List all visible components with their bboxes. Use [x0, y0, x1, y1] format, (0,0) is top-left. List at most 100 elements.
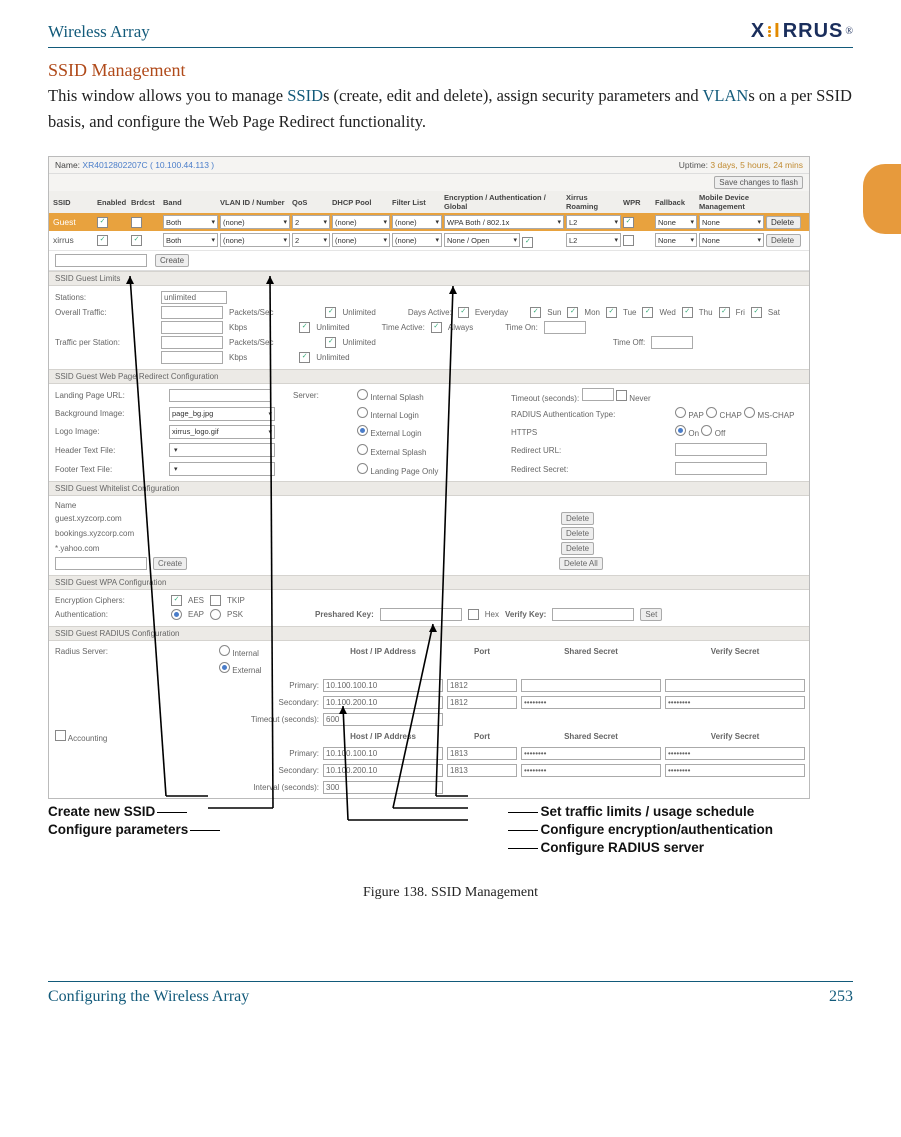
- secondary-verify-input[interactable]: ••••••••: [665, 696, 805, 709]
- brdcst-checkbox[interactable]: [131, 217, 142, 228]
- day-checkbox[interactable]: ✓: [751, 307, 762, 318]
- dhcp-select[interactable]: (none): [332, 233, 390, 247]
- primary-port-input[interactable]: 1812: [447, 679, 517, 692]
- https-radio[interactable]: [701, 425, 712, 436]
- time-off-input[interactable]: [651, 336, 693, 349]
- fallback-select[interactable]: None: [655, 215, 697, 229]
- landing-url-input[interactable]: [169, 389, 271, 402]
- primary-verify-input[interactable]: [665, 679, 805, 692]
- create-button[interactable]: Create: [155, 254, 189, 267]
- roam-select[interactable]: L2: [566, 215, 621, 229]
- logo-select[interactable]: xirrus_logo.gif: [169, 425, 275, 439]
- enabled-checkbox[interactable]: ✓: [97, 217, 108, 228]
- tps-pps-input[interactable]: [161, 336, 223, 349]
- roam-select[interactable]: L2: [566, 233, 621, 247]
- vlan-select[interactable]: (none): [220, 215, 290, 229]
- stations-input[interactable]: unlimited: [161, 291, 227, 304]
- wl-new-input[interactable]: [55, 557, 147, 570]
- acct-primary-verify-input[interactable]: ••••••••: [665, 747, 805, 760]
- https-radio[interactable]: [675, 425, 686, 436]
- overall-pps-input[interactable]: [161, 306, 223, 319]
- auth-radio[interactable]: [706, 407, 717, 418]
- bg-select[interactable]: page_bg.jpg: [169, 407, 275, 421]
- header-file-select[interactable]: [169, 443, 275, 457]
- unlimited-checkbox[interactable]: ✓: [325, 337, 336, 348]
- server-radio[interactable]: [357, 407, 368, 418]
- new-ssid-input[interactable]: [55, 254, 147, 267]
- delete-button[interactable]: Delete: [561, 542, 594, 555]
- acct-primary-host-input[interactable]: 10.100.100.10: [323, 747, 443, 760]
- day-checkbox[interactable]: ✓: [606, 307, 617, 318]
- server-radio[interactable]: [357, 389, 368, 400]
- filter-select[interactable]: (none): [392, 215, 442, 229]
- enc-select[interactable]: WPA Both / 802.1x: [444, 215, 564, 229]
- eap-radio[interactable]: [171, 609, 182, 620]
- acct-secondary-host-input[interactable]: 10.100.200.10: [323, 764, 443, 777]
- unlimited-checkbox[interactable]: ✓: [299, 322, 310, 333]
- interval-input[interactable]: 300: [323, 781, 443, 794]
- day-checkbox[interactable]: ✓: [530, 307, 541, 318]
- ssid-row-guest[interactable]: Guest ✓ Both (none) 2 (none) (none) WPA …: [49, 213, 809, 231]
- wpr-checkbox[interactable]: [623, 235, 634, 246]
- tps-kbps-input[interactable]: [161, 351, 223, 364]
- delete-all-button[interactable]: Delete All: [559, 557, 603, 570]
- band-select[interactable]: Both: [163, 215, 218, 229]
- day-checkbox[interactable]: ✓: [719, 307, 730, 318]
- create-button[interactable]: Create: [153, 557, 187, 570]
- delete-button[interactable]: Delete: [561, 527, 594, 540]
- secondary-host-input[interactable]: 10.100.200.10: [323, 696, 443, 709]
- acct-primary-secret-input[interactable]: ••••••••: [521, 747, 661, 760]
- redirect-secret-input[interactable]: [675, 462, 767, 475]
- delete-button[interactable]: Delete: [766, 234, 801, 247]
- day-checkbox[interactable]: ✓: [567, 307, 578, 318]
- hex-checkbox[interactable]: [468, 609, 479, 620]
- acct-secondary-secret-input[interactable]: ••••••••: [521, 764, 661, 777]
- psk-radio[interactable]: [210, 609, 221, 620]
- primary-host-input[interactable]: 10.100.100.10: [323, 679, 443, 692]
- psk-input[interactable]: [380, 608, 462, 621]
- aes-checkbox[interactable]: ✓: [171, 595, 182, 606]
- acct-secondary-verify-input[interactable]: ••••••••: [665, 764, 805, 777]
- time-on-input[interactable]: [544, 321, 586, 334]
- server-radio[interactable]: [357, 425, 368, 436]
- internal-radio[interactable]: [219, 645, 230, 656]
- secondary-secret-input[interactable]: ••••••••: [521, 696, 661, 709]
- brdcst-checkbox[interactable]: ✓: [131, 235, 142, 246]
- enabled-checkbox[interactable]: ✓: [97, 235, 108, 246]
- secondary-port-input[interactable]: 1812: [447, 696, 517, 709]
- always-checkbox[interactable]: ✓: [431, 322, 442, 333]
- server-radio[interactable]: [357, 444, 368, 455]
- unlimited-checkbox[interactable]: ✓: [299, 352, 310, 363]
- never-checkbox[interactable]: [616, 390, 627, 401]
- tkip-checkbox[interactable]: [210, 595, 221, 606]
- fallback-select[interactable]: None: [655, 233, 697, 247]
- enc-select[interactable]: None / Open: [444, 233, 520, 247]
- mdm-select[interactable]: None: [699, 233, 764, 247]
- timeout-input[interactable]: 600: [323, 713, 443, 726]
- wpr-checkbox[interactable]: ✓: [623, 217, 634, 228]
- qos-select[interactable]: 2: [292, 215, 330, 229]
- timeout-input[interactable]: [582, 388, 614, 401]
- save-to-flash-button[interactable]: Save changes to flash: [714, 176, 803, 189]
- set-button[interactable]: Set: [640, 608, 662, 621]
- day-checkbox[interactable]: ✓: [642, 307, 653, 318]
- footer-file-select[interactable]: [169, 462, 275, 476]
- delete-button[interactable]: Delete: [561, 512, 594, 525]
- verify-key-input[interactable]: [552, 608, 634, 621]
- delete-button[interactable]: Delete: [766, 216, 801, 229]
- acct-checkbox[interactable]: [55, 730, 66, 741]
- auth-radio[interactable]: [675, 407, 686, 418]
- mdm-select[interactable]: None: [699, 215, 764, 229]
- ssid-row-xirrus[interactable]: xirrus ✓ ✓ Both (none) 2 (none) (none) N…: [49, 231, 809, 251]
- server-radio[interactable]: [357, 463, 368, 474]
- qos-select[interactable]: 2: [292, 233, 330, 247]
- dhcp-select[interactable]: (none): [332, 215, 390, 229]
- auth-radio[interactable]: [744, 407, 755, 418]
- vlan-select[interactable]: (none): [220, 233, 290, 247]
- band-select[interactable]: Both: [163, 233, 218, 247]
- external-radio[interactable]: [219, 662, 230, 673]
- acct-primary-port-input[interactable]: 1813: [447, 747, 517, 760]
- redirect-url-input[interactable]: [675, 443, 767, 456]
- filter-select[interactable]: (none): [392, 233, 442, 247]
- unlimited-checkbox[interactable]: ✓: [325, 307, 336, 318]
